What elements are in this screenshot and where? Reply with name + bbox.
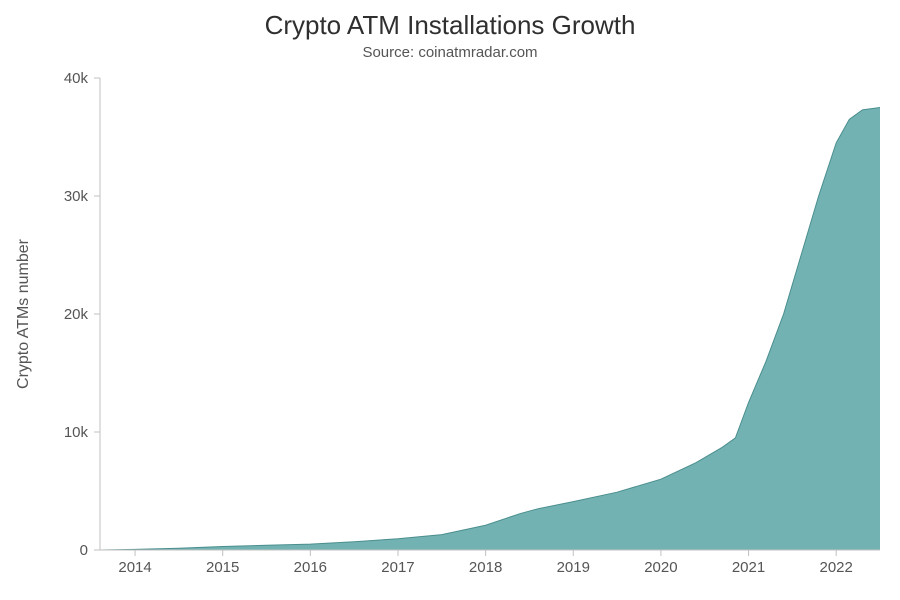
chart-title: Crypto ATM Installations Growth	[0, 10, 900, 41]
area-series	[100, 108, 880, 551]
x-tick-label: 2022	[819, 559, 852, 576]
x-tick-label: 2018	[469, 559, 502, 576]
x-tick-label: 2017	[381, 559, 414, 576]
area-chart: Crypto ATM Installations Growth Source: …	[0, 0, 900, 600]
chart-svg: 0 10k 20k 30k 40k 2014 2015 2016 2017 2018 2019 202…	[0, 0, 900, 600]
x-tick-label: 2015	[206, 559, 239, 576]
x-tick-label: 2016	[294, 559, 327, 576]
chart-subtitle: Source: coinatmradar.com	[0, 44, 900, 61]
y-tick-label: 20k	[64, 306, 89, 323]
x-tick-label: 2014	[118, 559, 151, 576]
x-tick-label: 2019	[557, 559, 590, 576]
x-tick-label: 2021	[732, 559, 765, 576]
y-tick-label: 40k	[64, 70, 89, 87]
y-axis-title: Crypto ATMs number	[15, 238, 32, 389]
x-tick-label: 2020	[644, 559, 677, 576]
y-tick-label: 30k	[64, 188, 89, 205]
y-tick-label: 10k	[64, 424, 89, 441]
y-tick-label: 0	[80, 542, 88, 559]
